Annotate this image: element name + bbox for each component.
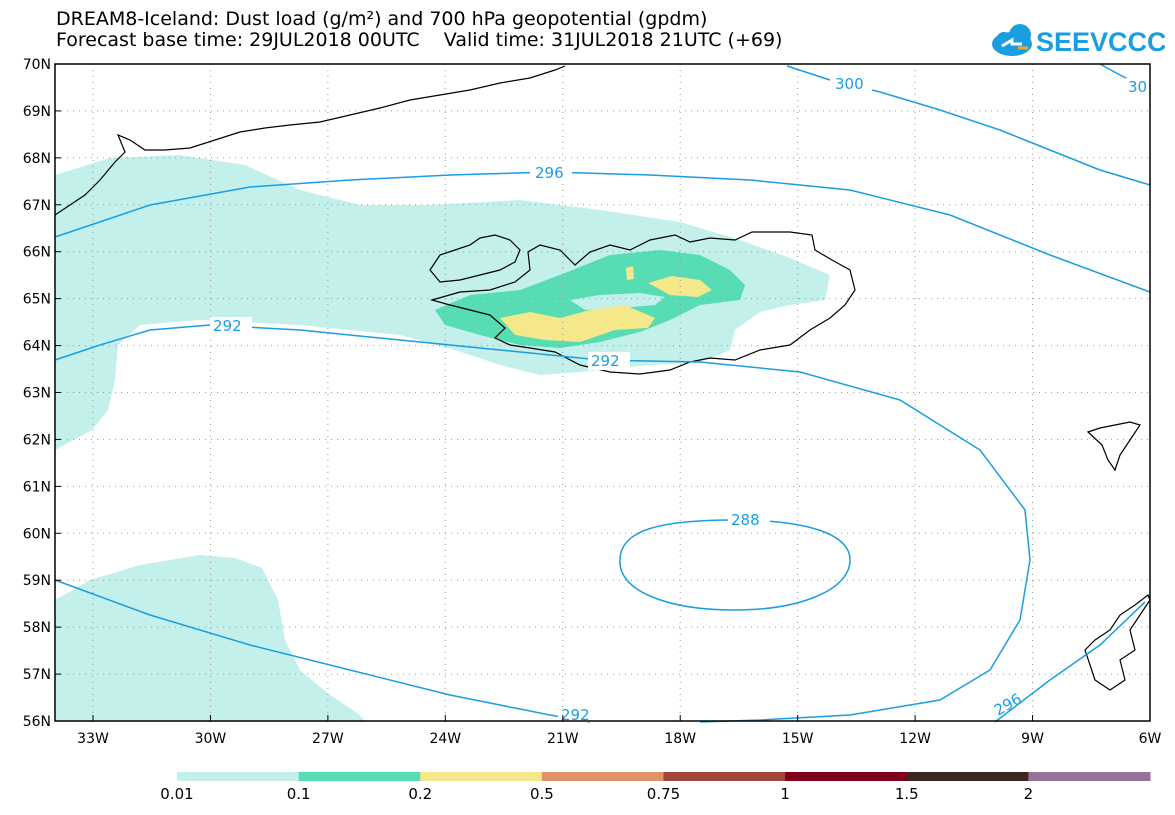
longitude-labels: 33W 30W 27W 24W 21W 18W 15W 12W 9W 6W (77, 715, 1162, 747)
faroe-islands (1086, 421, 1141, 472)
lat-label: 60N (23, 526, 51, 542)
contour-label-292-west: 292 (213, 317, 242, 335)
contour-292-south (54, 579, 591, 723)
latitude-labels: 70N 69N 68N 67N 66N 65N 64N 63N 62N 61N 60N 59N 58N 5… (23, 57, 61, 730)
contour-296-north (54, 171, 1151, 293)
lon-label: 21W (547, 731, 579, 747)
lat-label: 70N (23, 57, 51, 73)
lat-label: 58N (23, 620, 51, 636)
lat-label: 59N (23, 573, 51, 589)
lat-label: 63N (23, 386, 51, 402)
contour-label-30: 30 (1128, 78, 1147, 96)
contour-label-296-southeast: 296 (991, 690, 1025, 720)
chart-title-line2: Forecast base time: 29JUL2018 00UTC Vali… (56, 29, 783, 51)
lat-label: 57N (23, 667, 51, 683)
dust-area-high-1 (500, 305, 655, 342)
dust-area-low-south (55, 555, 365, 722)
lon-label: 15W (782, 731, 814, 747)
dust-area-gap (570, 293, 665, 310)
lat-label: 56N (23, 714, 51, 730)
seevccc-logo: SEEVCCC (992, 24, 1165, 57)
graticule-grid (55, 64, 1150, 721)
greenland-coastline (54, 65, 566, 216)
lat-label: 62N (23, 432, 51, 448)
contour-label-296: 296 (535, 164, 564, 182)
coastlines (54, 65, 1151, 691)
lon-label: 30W (195, 731, 227, 747)
contour-label-292-east: 292 (591, 352, 620, 370)
chart-title-line1: DREAM8-Iceland: Dust load (g/m²) and 700… (56, 8, 708, 30)
iceland-westfjords (429, 234, 521, 283)
lat-label: 68N (23, 151, 51, 167)
iceland-coastline (429, 231, 856, 375)
lat-label: 66N (23, 245, 51, 261)
lon-label: 27W (312, 731, 344, 747)
contour-label-292-south: 292 (561, 706, 590, 724)
contour-288 (619, 519, 851, 611)
lat-label: 65N (23, 292, 51, 308)
lon-label: 24W (429, 731, 461, 747)
logo-text: SEEVCCC (1036, 27, 1165, 57)
lon-label: 33W (77, 731, 109, 747)
lon-label: 12W (899, 731, 931, 747)
contour-label-288: 288 (731, 511, 760, 529)
scotland-coastline (1084, 594, 1151, 691)
contour-296-southeast (994, 601, 1146, 723)
lat-label: 64N (23, 339, 51, 355)
contour-label-300: 300 (835, 75, 864, 93)
lat-label: 61N (23, 479, 51, 495)
lon-label: 9W (1021, 731, 1044, 747)
cloud-logo-icon (992, 24, 1032, 56)
dust-layer (55, 155, 830, 722)
lat-label: 67N (23, 198, 51, 214)
lon-label: 18W (664, 731, 696, 747)
lat-label: 69N (23, 104, 51, 120)
lon-label: 6W (1139, 731, 1162, 747)
dust-area-high-3 (626, 266, 634, 280)
